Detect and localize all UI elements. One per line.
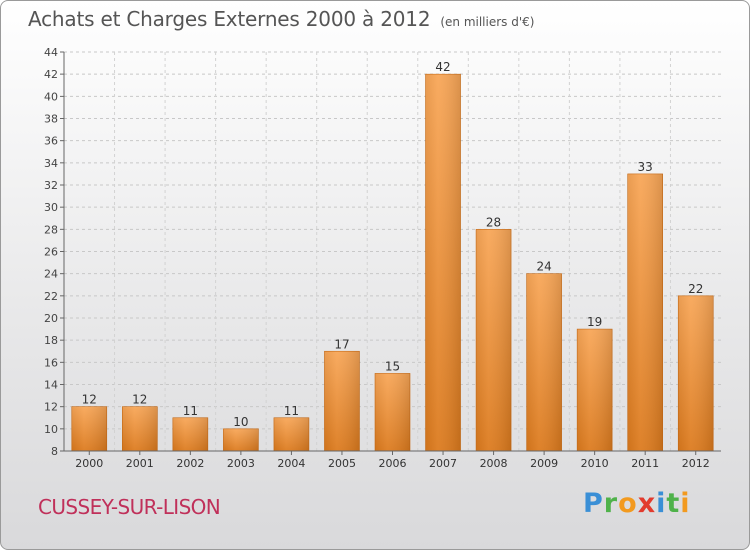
x-tick-label: 2001 [126, 457, 154, 470]
bar-shade [627, 173, 663, 451]
x-tick-label: 2007 [429, 457, 457, 470]
bar-shade [577, 329, 613, 451]
data-label: 12 [82, 393, 97, 407]
x-tick-label: 2009 [530, 457, 558, 470]
x-tick-label: 2005 [328, 457, 356, 470]
x-tick-label: 2011 [631, 457, 659, 470]
logo-letter: r [603, 488, 619, 519]
data-label: 42 [435, 60, 450, 74]
data-label: 33 [638, 160, 653, 174]
data-label: 15 [385, 359, 400, 373]
bar-shade [172, 417, 208, 451]
bar-shade [324, 351, 360, 451]
data-label: 24 [536, 260, 551, 274]
data-label: 11 [284, 404, 299, 418]
y-tick-label: 20 [44, 312, 58, 325]
y-tick-label: 26 [44, 246, 58, 259]
y-tick-label: 38 [44, 113, 58, 126]
chart-title-block: Achats et Charges Externes 2000 à 2012 (e… [28, 7, 534, 31]
y-tick-label: 10 [44, 423, 58, 436]
bar-shade [678, 295, 714, 451]
y-tick-label: 18 [44, 334, 58, 347]
unit-note: (en milliers d'€) [440, 15, 535, 29]
y-tick-label: 24 [44, 268, 58, 281]
bar-shade [476, 229, 512, 451]
data-label: 28 [486, 215, 501, 229]
bar-shade [71, 406, 107, 451]
logo-letter: i [656, 488, 667, 519]
proxiti-logo: Proxiti [583, 488, 691, 519]
logo-letter: x [637, 488, 657, 519]
x-tick-label: 2012 [682, 457, 710, 470]
y-tick-label: 16 [44, 356, 58, 369]
x-tick-label: 2008 [480, 457, 508, 470]
y-tick-label: 44 [44, 46, 58, 59]
data-label: 10 [233, 415, 248, 429]
logo-letter: t [666, 488, 681, 519]
logo-letter: P [583, 488, 604, 519]
bar-shade [375, 373, 410, 451]
x-tick-label: 2004 [277, 457, 305, 470]
y-tick-label: 8 [51, 445, 58, 458]
data-label: 11 [183, 404, 198, 418]
logo-letter: o [618, 488, 638, 519]
y-tick-label: 42 [44, 68, 58, 81]
x-tick-label: 2000 [75, 457, 103, 470]
commune-name: CUSSEY-SUR-LISON [38, 495, 221, 519]
data-label: 12 [132, 393, 147, 407]
y-tick-label: 34 [44, 157, 58, 170]
y-tick-label: 32 [44, 179, 58, 192]
y-tick-label: 14 [44, 379, 58, 392]
x-tick-label: 2002 [176, 457, 204, 470]
y-tick-label: 30 [44, 201, 58, 214]
chart-title: Achats et Charges Externes 2000 à 2012 [28, 7, 431, 31]
x-tick-label: 2006 [379, 457, 407, 470]
bar-shade [223, 428, 259, 451]
data-label: 19 [587, 315, 602, 329]
logo-letter: i [680, 488, 691, 519]
y-tick-label: 22 [44, 290, 58, 303]
data-label: 17 [334, 337, 349, 351]
x-tick-label: 2003 [227, 457, 255, 470]
x-tick-label: 2010 [581, 457, 609, 470]
y-tick-label: 28 [44, 223, 58, 236]
bar-shade [425, 74, 461, 452]
data-label: 22 [688, 282, 703, 296]
y-tick-label: 36 [44, 135, 58, 148]
y-tick-label: 40 [44, 90, 58, 103]
bar-shade [122, 406, 158, 451]
bar-shade [526, 273, 562, 451]
y-tick-label: 12 [44, 401, 58, 414]
bar-shade [273, 417, 309, 451]
